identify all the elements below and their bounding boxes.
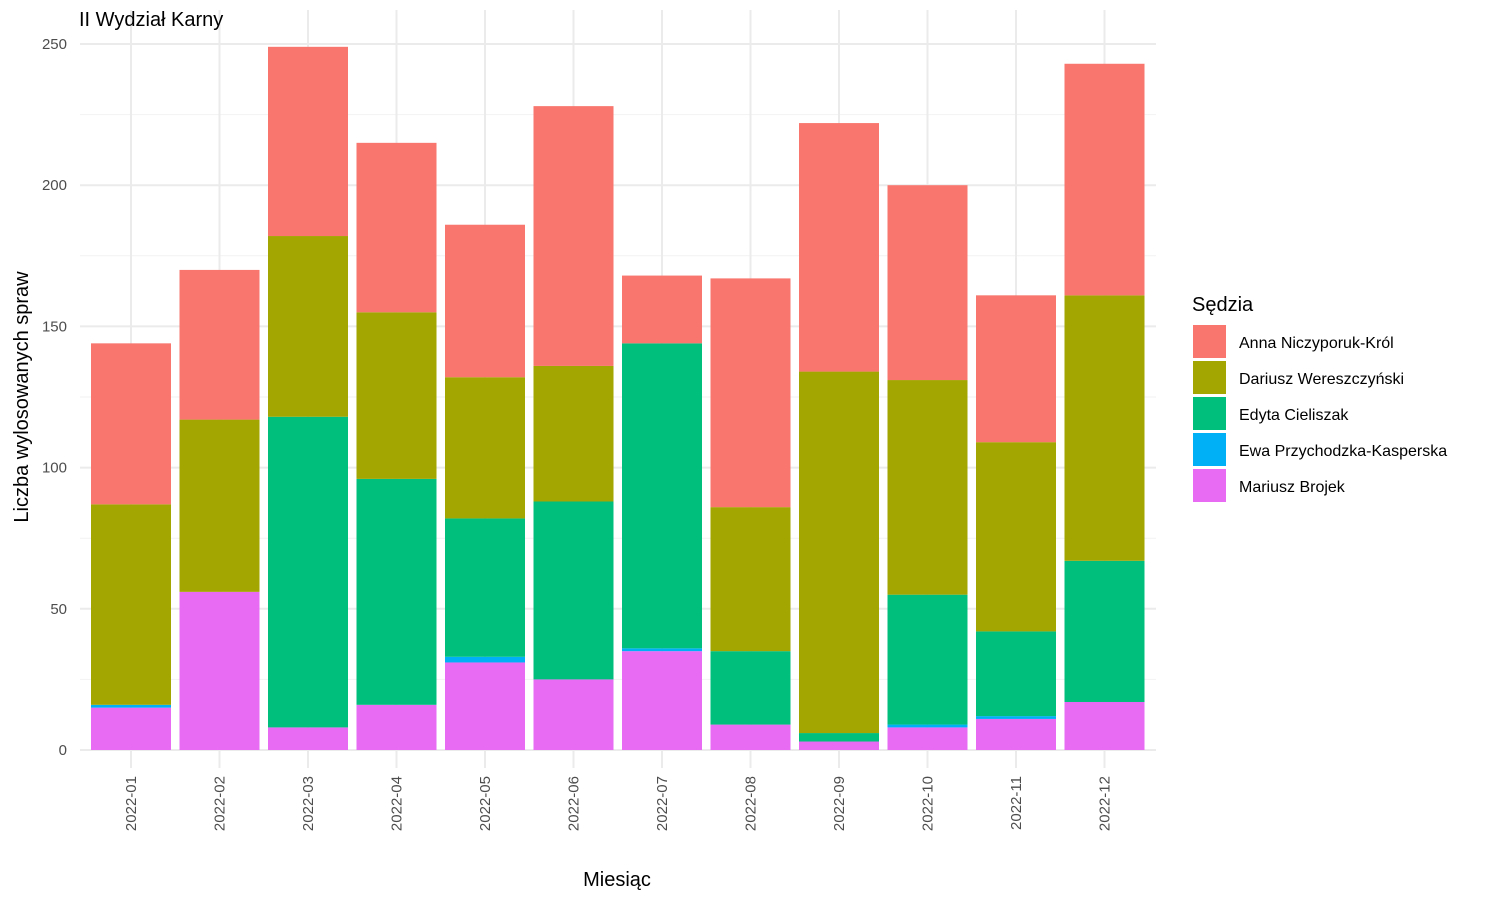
x-tick-label: 2022-03 <box>300 776 317 831</box>
legend-item: Mariusz Brojek <box>1193 469 1346 502</box>
bar-segment <box>710 278 791 508</box>
bar-segment <box>976 716 1056 719</box>
y-tick-label: 0 <box>59 742 67 759</box>
legend: Sędzia Anna Niczyporuk-Król Dariusz Weres… <box>1192 294 1447 502</box>
bar-segment <box>533 365 614 502</box>
x-tick-label: 2022-11 <box>1008 776 1025 830</box>
x-tick-label: 2022-01 <box>123 776 140 831</box>
bar-segment <box>356 312 437 479</box>
bar-segment <box>976 631 1056 717</box>
bar-segment <box>710 507 791 652</box>
x-tick-label: 2022-04 <box>389 776 406 831</box>
bar-segment <box>710 724 791 750</box>
legend-swatch <box>1193 397 1226 430</box>
x-tick-label: 2022-08 <box>743 776 760 831</box>
legend-item: Edyta Cieliszak <box>1193 397 1349 430</box>
x-tick-label: 2022-05 <box>477 776 494 831</box>
legend-swatch <box>1193 325 1226 358</box>
bar-segment <box>799 123 879 372</box>
bar-segment <box>533 501 614 680</box>
bar-segment <box>1064 701 1145 750</box>
x-tick-label: 2022-02 <box>212 776 229 831</box>
y-tick-label: 50 <box>50 601 67 618</box>
bar-segment <box>445 662 525 750</box>
bar-segment <box>533 679 614 750</box>
bar-segment <box>622 275 702 344</box>
bar-segment <box>91 704 171 708</box>
bar-segment <box>799 733 879 742</box>
x-tick-label: 2022-10 <box>920 776 937 831</box>
legend-swatch <box>1193 361 1226 394</box>
legend-label: Mariusz Brojek <box>1239 479 1346 496</box>
legend-item: Dariusz Wereszczyński <box>1193 361 1404 394</box>
bars <box>91 46 1145 750</box>
bar-segment <box>887 185 968 381</box>
bar-segment <box>622 343 702 649</box>
y-tick-label: 100 <box>42 460 67 477</box>
legend-label: Ewa Przychodzka-Kasperska <box>1239 443 1447 460</box>
bar-segment <box>622 648 702 652</box>
bar-segment <box>887 380 968 595</box>
bar-segment <box>445 656 525 663</box>
bar-segment <box>179 269 260 420</box>
legend-item: Anna Niczyporuk-Król <box>1193 325 1394 358</box>
x-tick-label: 2022-07 <box>654 776 671 831</box>
bar-segment <box>179 419 260 592</box>
bar-segment <box>356 142 437 313</box>
y-tick-label: 150 <box>42 318 67 335</box>
bar-segment <box>91 504 171 705</box>
y-tick-label: 250 <box>42 36 67 53</box>
x-axis-ticks: 2022-01 2022-02 2022-03 2022-04 2022-05 2022-… <box>123 776 1114 831</box>
x-tick-label: 2022-06 <box>566 776 583 831</box>
legend-item: Ewa Przychodzka-Kasperska <box>1193 433 1447 466</box>
bar-segment <box>356 478 437 705</box>
bar-segment <box>268 416 348 728</box>
bar-segment <box>533 106 614 366</box>
bar-segment <box>179 591 260 750</box>
legend-label: Edyta Cieliszak <box>1239 407 1349 424</box>
bar-segment <box>976 718 1056 750</box>
bar-segment <box>445 377 525 519</box>
bar-segment <box>268 46 348 237</box>
bar-segment <box>1064 560 1145 702</box>
bar-segment <box>887 724 968 728</box>
bar-segment <box>799 371 879 734</box>
bar-segment <box>622 651 702 750</box>
bar-segment <box>976 295 1056 443</box>
chart-title: II Wydział Karny <box>79 9 223 31</box>
bar-segment <box>445 224 525 378</box>
bar-segment <box>268 236 348 417</box>
bar-segment <box>710 651 791 725</box>
bar-segment <box>887 594 968 725</box>
legend-title: Sędzia <box>1192 294 1254 316</box>
y-tick-label: 200 <box>42 177 67 194</box>
legend-label: Anna Niczyporuk-Król <box>1239 335 1394 352</box>
bar-segment <box>268 727 348 750</box>
legend-swatch <box>1193 433 1226 466</box>
bar-segment <box>799 741 879 750</box>
bar-segment <box>91 343 171 505</box>
x-axis-title: Miesiąc <box>583 869 651 891</box>
bar-segment <box>91 707 171 750</box>
y-axis-ticks: 0 50 100 150 200 250 <box>42 36 67 759</box>
bar-segment <box>1064 295 1145 561</box>
bar-segment <box>445 518 525 657</box>
x-tick-label: 2022-12 <box>1097 776 1114 831</box>
bar-segment <box>356 704 437 750</box>
y-axis-title: Liczba wylosowanych spraw <box>11 271 33 523</box>
legend-items: Anna Niczyporuk-Król Dariusz Wereszczyńsk… <box>1193 325 1447 502</box>
legend-swatch <box>1193 469 1226 502</box>
legend-label: Dariusz Wereszczyński <box>1239 371 1404 388</box>
bar-segment <box>1064 63 1145 296</box>
bar-segment <box>976 442 1056 632</box>
x-tick-label: 2022-09 <box>831 776 848 831</box>
bar-segment <box>887 727 968 750</box>
